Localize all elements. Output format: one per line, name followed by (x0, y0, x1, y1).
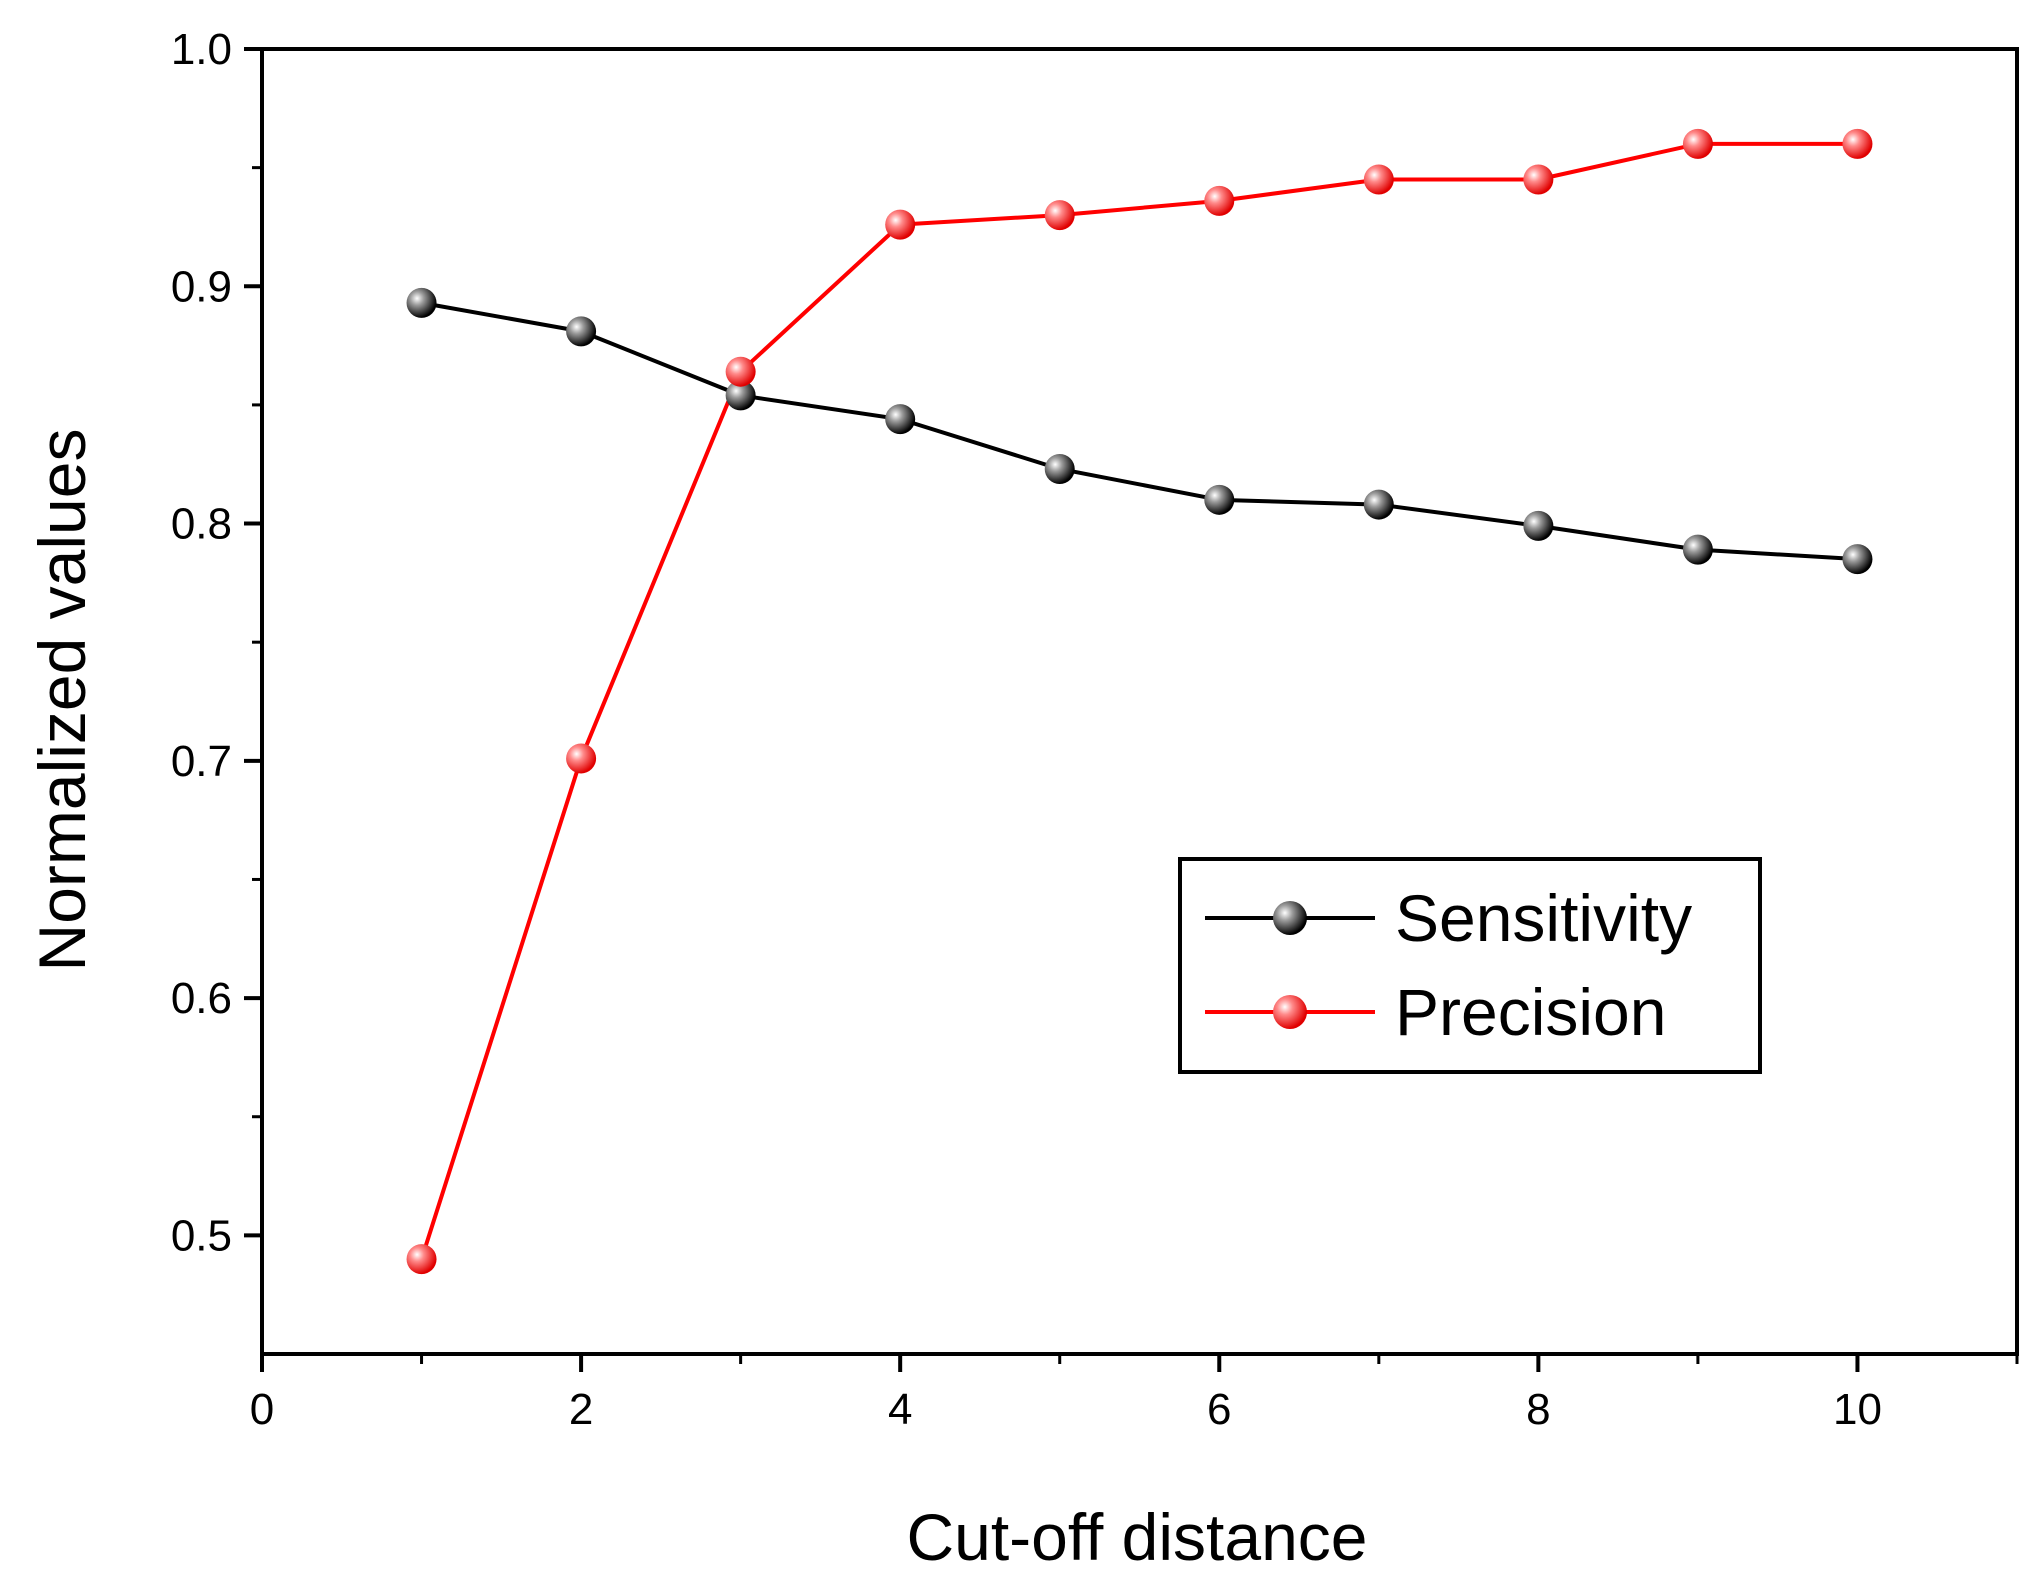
legend-label-sensitivity: Sensitivity (1395, 881, 1692, 955)
sensitivity-point (1842, 544, 1873, 575)
y-axis-title: Normalized values (25, 429, 99, 972)
x-tick-label: 10 (1833, 1385, 1882, 1434)
legend-label-precision: Precision (1395, 975, 1666, 1049)
precision-point (1044, 200, 1075, 231)
sensitivity-point (1523, 510, 1554, 541)
y-tick-label: 1.0 (171, 25, 232, 74)
precision-point (1523, 164, 1554, 195)
precision-point (1204, 185, 1235, 216)
x-tick-label: 2 (569, 1385, 593, 1434)
legend-item-sensitivity: Sensitivity (1205, 881, 1692, 955)
x-axis-title: Cut-off distance (906, 1500, 1367, 1574)
y-tick-label: 0.8 (171, 500, 232, 549)
precision-point (566, 743, 597, 774)
legend-item-precision: Precision (1205, 975, 1666, 1049)
precision-line (419, 141, 1858, 1260)
legend-marker-precision (1273, 995, 1307, 1029)
sensitivity-point (1204, 484, 1235, 515)
sensitivity-line (421, 300, 1858, 562)
series-markers (406, 128, 1873, 1275)
legend-marker-sensitivity (1273, 901, 1307, 935)
legend: Sensitivity Precision (1178, 857, 1762, 1074)
x-tick-label: 8 (1526, 1385, 1550, 1434)
legend-box (1178, 857, 1762, 1074)
x-tick-label: 4 (888, 1385, 912, 1434)
sensitivity-point (566, 316, 597, 347)
precision-point (1842, 128, 1873, 159)
x-tick-label: 0 (250, 1385, 274, 1434)
plot-frame (260, 47, 2019, 1356)
x-tick-label: 6 (1207, 1385, 1231, 1434)
sensitivity-point (406, 287, 437, 318)
sensitivity-point (725, 380, 756, 411)
y-tick-label: 0.5 (171, 1211, 232, 1260)
y-tick-label: 0.9 (171, 262, 232, 311)
sensitivity-point (885, 404, 916, 435)
sensitivity-point (1682, 534, 1713, 565)
axis-ticks: 0 2 4 6 8 10 0.5 0.6 0.7 0.8 0.9 1.0 (171, 25, 2019, 1434)
y-tick-label: 0.6 (171, 974, 232, 1023)
precision-point (885, 209, 916, 240)
sensitivity-point (1363, 489, 1394, 520)
series-lines (419, 141, 1858, 1260)
sensitivity-point (1044, 453, 1075, 484)
precision-point (1363, 164, 1394, 195)
precision-point (725, 356, 756, 387)
y-tick-label: 0.7 (171, 737, 232, 786)
precision-point (406, 1244, 437, 1275)
precision-point (1682, 128, 1713, 159)
